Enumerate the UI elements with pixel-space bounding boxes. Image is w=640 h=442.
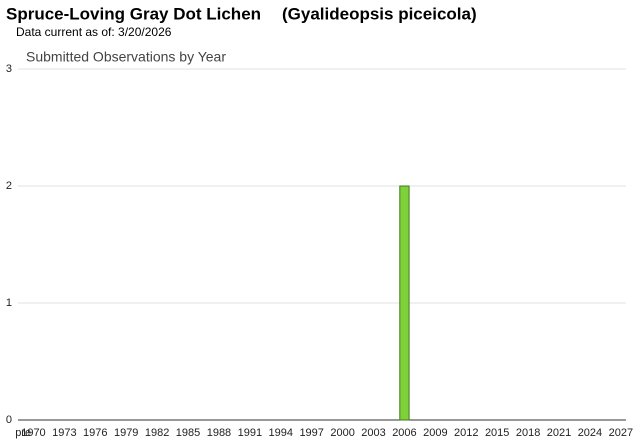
bar (399, 185, 410, 421)
y-tick-label: 3 (6, 63, 12, 75)
x-tick-label: 1976 (83, 427, 107, 439)
x-tick-label: 1994 (269, 427, 293, 439)
x-tick-label: 2003 (361, 427, 385, 439)
x-tick-label: 2024 (578, 427, 602, 439)
x-tick-label: 1991 (238, 427, 262, 439)
y-tick-label: 2 (6, 180, 12, 192)
subtitle: Data current as of: 3/20/2026 (16, 25, 172, 39)
chart-title: Spruce-Loving Gray Dot Lichen (6, 4, 261, 23)
x-tick-label: 2012 (454, 427, 478, 439)
x-tick-label: 1997 (299, 427, 323, 439)
x-tick-label: 1982 (145, 427, 169, 439)
plot-title: Submitted Observations by Year (26, 49, 226, 65)
x-tick-label: 2006 (392, 427, 416, 439)
x-tick-label: 2000 (330, 427, 354, 439)
x-tick-label: 1988 (207, 427, 231, 439)
x-tick-label: 1970 (21, 427, 45, 439)
x-tick-label: 2015 (485, 427, 509, 439)
y-tick-label: 0 (6, 414, 12, 426)
x-tick-label: 1985 (176, 427, 200, 439)
x-tick-label: 1979 (114, 427, 138, 439)
x-tick-label: pre (15, 427, 31, 439)
x-tick-label: 2018 (516, 427, 540, 439)
scientific-name: (Gyalideopsis piceicola) (282, 4, 477, 23)
x-tick-label: 1973 (52, 427, 76, 439)
y-tick-label: 1 (6, 297, 12, 309)
x-tick-label: 2009 (423, 427, 447, 439)
x-tick-label: 2021 (547, 427, 571, 439)
x-tick-label: 2027 (609, 427, 633, 439)
